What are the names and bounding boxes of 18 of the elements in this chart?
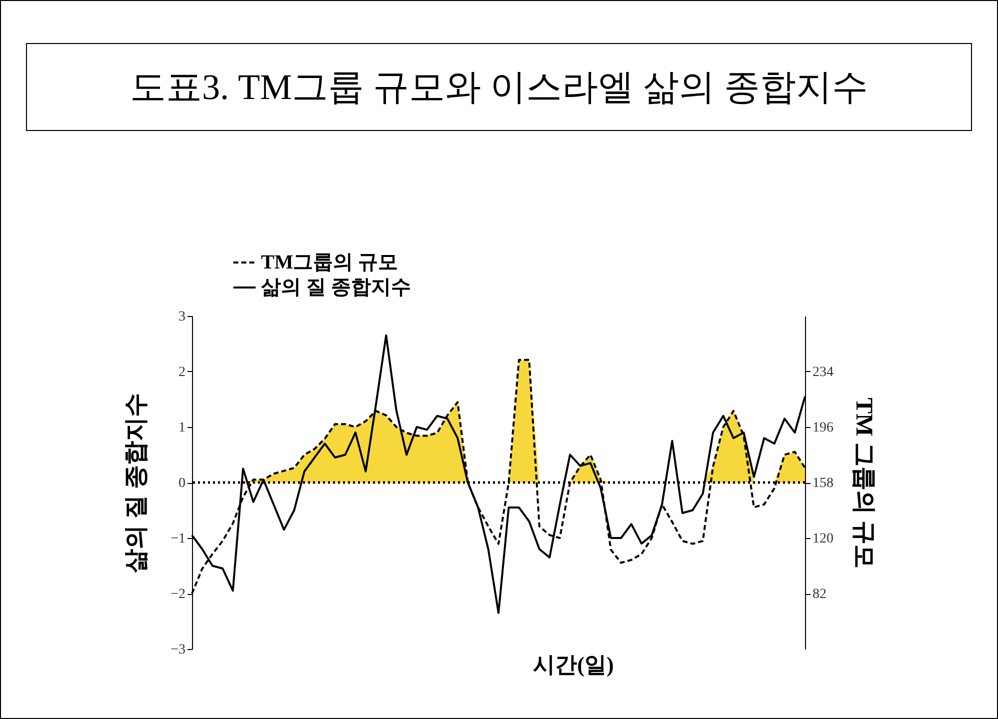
- y-tick-label: 0: [178, 476, 186, 491]
- x-axis-title: 시간(일): [533, 652, 614, 677]
- y2-tick-label: 120: [812, 532, 834, 546]
- y-tick-label: 2: [178, 365, 186, 380]
- y-tick-label: −3: [170, 642, 186, 658]
- legend-label: TM그룹의 규모: [261, 252, 398, 274]
- y-tick-label: −2: [170, 587, 186, 602]
- y-tick-label: 3: [178, 310, 186, 324]
- y2-tick-label: 196: [812, 420, 834, 436]
- y2-tick-label: 82: [812, 587, 826, 602]
- y2-tick-label: 158: [812, 476, 834, 491]
- y2-axis-title: TM 그룹의 규모: [850, 398, 876, 568]
- legend-label: 삶의 질 종합지수: [261, 276, 411, 298]
- y-tick-label: 1: [178, 420, 186, 436]
- y-axis-title: 삶의 질 종합지수: [124, 393, 150, 573]
- chart-title: 도표3. TM그룹 규모와 이스라엘 삶의 종합지수: [26, 43, 972, 131]
- y2-tick-label: 234: [812, 365, 834, 380]
- y-tick-label: −1: [170, 532, 186, 546]
